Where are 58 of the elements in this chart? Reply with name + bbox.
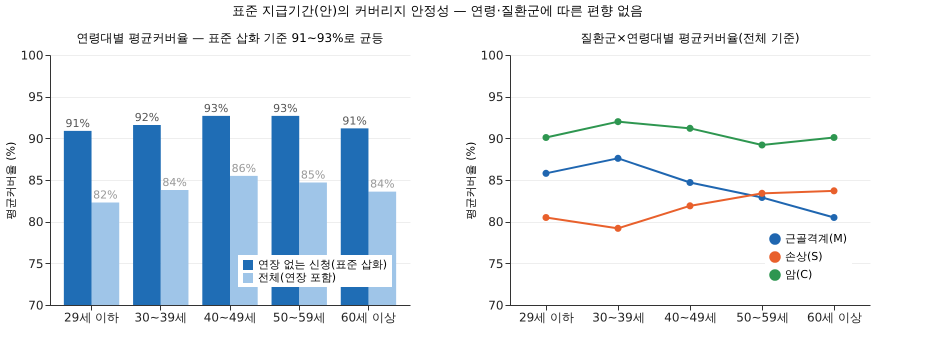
data-label: 85% [300,168,326,182]
y-tick-label: 100 [20,48,44,62]
x-tick-label: 50~59세 [736,310,789,324]
data-label: 92% [134,111,160,124]
legend-label: 손상(S) [785,250,823,263]
y-tick-label: 95 [488,90,504,104]
y-tick-label: 75 [28,256,44,271]
point [614,224,622,232]
y-tick-label: 90 [28,132,44,146]
y-axis-title: 평균커버율 (%) [4,142,18,220]
y-tick-label: 80 [28,215,44,230]
point [830,134,838,142]
y-tick-label: 85 [28,174,44,188]
point [830,187,838,194]
chart-title: 질환군×연령대별 평균커버율(전체 기준) [580,31,800,45]
point [542,214,550,222]
data-label: 84% [162,176,187,189]
data-label: 82% [93,188,118,202]
y-tick-label: 100 [480,48,504,62]
x-tick-label: 40~49세 [204,310,256,324]
y-tick-label: 75 [488,256,504,271]
point [758,141,766,149]
data-label: 84% [370,178,395,191]
point [614,118,622,126]
y-tick-label: 70 [488,298,504,312]
data-label: 86% [232,162,256,175]
x-tick-label: 60세 이상 [806,310,862,324]
data-label: 91% [65,116,90,130]
x-tick-label: 30~39세 [134,310,188,324]
x-tick-label: 30~39세 [592,310,645,324]
y-axis-title: 평균커버율 (%) [464,142,478,220]
data-label: 91% [342,114,367,128]
x-tick-label: 50~59세 [272,310,326,324]
chart-title: 연령대별 평균커버율 — 표준 삽화 기준 91~93%로 균등 [76,31,384,45]
point [614,154,622,162]
y-tick-label: 70 [28,298,44,312]
point [758,190,766,197]
legend-label: 암(C) [785,268,812,281]
y-tick-label: 85 [488,174,504,188]
point [542,170,550,177]
data-label: 93% [204,102,228,115]
y-tick-label: 95 [28,90,44,104]
y-tick-label: 80 [488,215,504,230]
x-tick-label: 40~49세 [664,310,717,324]
point [686,178,694,186]
x-tick-label: 60세 이상 [340,310,396,324]
point [830,214,838,222]
legend-label: 근골격계(M) [785,232,848,245]
data-label: 93% [273,102,298,115]
x-tick-label: 29세 이하 [518,310,574,324]
x-tick-label: 29세 이하 [64,310,120,324]
point [686,124,694,132]
legend-label: 연장 없는 신청(표준 삽화) [258,258,388,271]
text: 표준 지급기간(안)의 커버리지 안정성 — 연령·질환군에 따른 편향 없음 [232,4,644,19]
point [686,202,694,210]
y-tick-label: 90 [488,132,504,146]
legend-label: 전체(연장 포함) [258,271,336,284]
point [542,134,550,142]
